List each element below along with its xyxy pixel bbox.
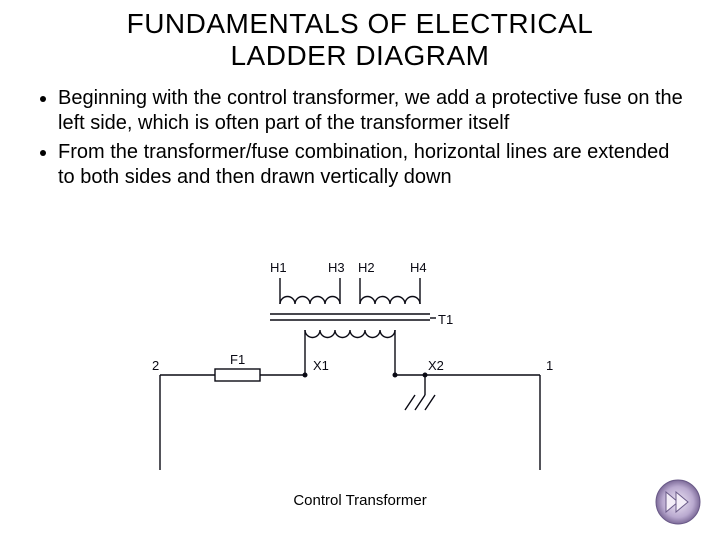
- label-left-rail: 2: [152, 358, 159, 373]
- bullet-text: From the transformer/fuse combination, h…: [58, 140, 690, 190]
- label-x1: X1: [313, 358, 329, 373]
- title-line-2: LADDER DIAGRAM: [230, 40, 489, 71]
- label-h1: H1: [270, 260, 287, 275]
- bullet-list: Beginning with the control transformer, …: [40, 86, 690, 190]
- diagram-caption: Control Transformer: [0, 492, 720, 509]
- bullet-item: Beginning with the control transformer, …: [40, 86, 690, 136]
- bullet-text: Beginning with the control transformer, …: [58, 86, 690, 136]
- label-h3: H3: [328, 260, 345, 275]
- label-h4: H4: [410, 260, 427, 275]
- label-t1: T1: [438, 312, 453, 327]
- title-line-1: FUNDAMENTALS OF ELECTRICAL: [127, 8, 594, 39]
- next-button[interactable]: [654, 478, 702, 526]
- label-f1: F1: [230, 352, 245, 367]
- bullet-dot-icon: [40, 96, 46, 102]
- label-h2: H2: [358, 260, 375, 275]
- bullet-item: From the transformer/fuse combination, h…: [40, 140, 690, 190]
- label-x2: X2: [428, 358, 444, 373]
- schematic-diagram: H1 H3 H2 H4 T1 X1 X2 F1 2 1: [130, 260, 570, 480]
- schematic-svg: [130, 260, 570, 480]
- forward-arrows-icon: [654, 478, 702, 526]
- bullet-dot-icon: [40, 150, 46, 156]
- label-right-rail: 1: [546, 358, 553, 373]
